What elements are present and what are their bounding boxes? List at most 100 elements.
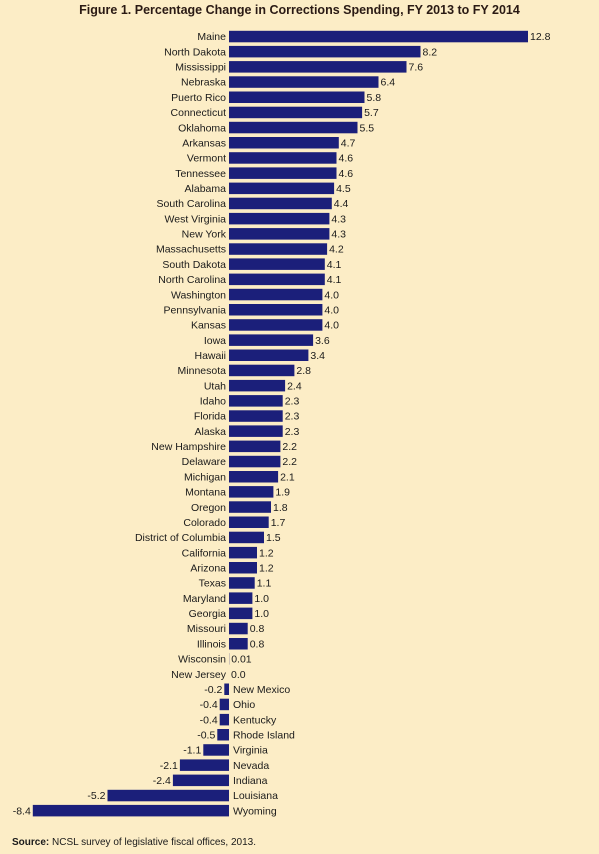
- category-label: Oregon: [191, 502, 226, 514]
- category-label: Illinois: [197, 638, 226, 650]
- value-label: -1.1: [183, 745, 201, 757]
- category-label: California: [182, 547, 227, 559]
- bar-hawaii: [229, 349, 309, 361]
- bar-north-carolina: [229, 273, 325, 286]
- bar-maine: [229, 30, 528, 43]
- value-label: -5.2: [87, 790, 105, 802]
- value-label: 2.8: [296, 365, 311, 377]
- category-label: New York: [182, 229, 227, 241]
- value-label: 4.5: [336, 183, 351, 195]
- value-label: -0.4: [200, 699, 218, 711]
- category-label: South Dakota: [162, 259, 226, 271]
- category-label: Oklahoma: [178, 122, 226, 134]
- category-label: Wisconsin: [178, 654, 226, 666]
- bar-delaware: [229, 455, 281, 468]
- value-label: -2.1: [160, 760, 178, 772]
- value-label: 0.01: [231, 654, 252, 666]
- category-label: Missouri: [187, 623, 226, 635]
- value-label: 2.2: [282, 441, 297, 453]
- value-label: 4.3: [331, 213, 346, 225]
- category-label: Maine: [197, 31, 226, 43]
- value-label: 12.8: [530, 31, 551, 43]
- value-label: 4.0: [324, 320, 339, 332]
- category-label: New Mexico: [233, 684, 290, 696]
- bar-washington: [229, 288, 323, 301]
- value-label: 1.2: [259, 563, 274, 575]
- value-label: 1.7: [271, 517, 286, 529]
- value-label: 2.3: [285, 411, 300, 423]
- category-label: Mississippi: [175, 62, 226, 74]
- bar-oklahoma: [229, 121, 358, 134]
- bar-nevada: [179, 759, 229, 771]
- category-label: Georgia: [189, 608, 227, 620]
- category-label: North Carolina: [158, 274, 226, 286]
- bar-new-hampshire: [229, 440, 281, 453]
- value-label: 4.0: [324, 304, 339, 316]
- bar-idaho: [229, 395, 283, 407]
- value-label: 4.1: [327, 259, 342, 271]
- bar-ohio: [219, 698, 229, 711]
- value-label: -8.4: [13, 805, 31, 817]
- category-label: Idaho: [200, 396, 226, 408]
- value-label: 4.2: [329, 244, 344, 256]
- category-label: Rhode Island: [233, 730, 295, 742]
- value-label: 0.8: [250, 623, 265, 635]
- category-label: Vermont: [187, 153, 226, 165]
- category-label: North Dakota: [164, 46, 226, 58]
- bar-new-mexico: [224, 683, 229, 695]
- category-label: South Carolina: [157, 198, 227, 210]
- value-label: -0.5: [197, 730, 215, 742]
- category-label: Arkansas: [182, 138, 226, 150]
- bar-iowa: [229, 334, 314, 346]
- value-label: 4.7: [341, 138, 356, 150]
- value-label: 5.7: [364, 107, 379, 119]
- bar-texas: [229, 577, 255, 589]
- value-label: -2.4: [153, 775, 171, 787]
- bar-louisiana: [107, 789, 229, 802]
- bar-new-york: [229, 228, 330, 240]
- value-label: 4.3: [331, 229, 346, 241]
- value-label: 1.5: [266, 532, 281, 544]
- source-label: Source:: [12, 837, 50, 848]
- value-label: 2.3: [285, 426, 300, 438]
- category-label: West Virginia: [165, 213, 227, 225]
- category-label: Michigan: [184, 471, 226, 483]
- category-label: Kansas: [191, 320, 226, 332]
- bar-south-carolina: [229, 197, 332, 210]
- category-label: Maryland: [183, 593, 226, 605]
- value-label: -0.4: [200, 714, 218, 726]
- bar-alabama: [229, 182, 335, 195]
- bar-south-dakota: [229, 258, 325, 270]
- value-label: 4.6: [339, 153, 354, 165]
- category-label: Florida: [194, 411, 226, 423]
- bar-massachusetts: [229, 243, 328, 255]
- category-label: Louisiana: [233, 790, 278, 802]
- category-label: Washington: [171, 289, 226, 301]
- bar-mississippi: [229, 61, 407, 73]
- bar-maryland: [229, 592, 253, 604]
- bar-nebraska: [229, 76, 379, 88]
- source-note: Source: NCSL survey of legislative fisca…: [12, 837, 256, 848]
- bar-rhode-island: [217, 729, 229, 741]
- value-label: 1.1: [257, 578, 272, 590]
- bar-north-dakota: [229, 45, 421, 58]
- bar-arkansas: [229, 137, 339, 149]
- value-label: 4.4: [334, 198, 349, 210]
- value-label: 7.6: [409, 62, 424, 74]
- bar-montana: [229, 486, 274, 498]
- value-label: 6.4: [381, 77, 396, 89]
- value-label: 1.0: [254, 608, 269, 620]
- bar-georgia: [229, 607, 253, 620]
- value-label: 1.9: [275, 487, 290, 499]
- value-label: 4.1: [327, 274, 342, 286]
- bar-arizona: [229, 562, 257, 574]
- category-label: Nevada: [233, 760, 269, 772]
- bar-district-of-columbia: [229, 531, 264, 544]
- value-label: 4.0: [324, 289, 339, 301]
- value-label: 1.8: [273, 502, 288, 514]
- category-label: Nebraska: [181, 77, 226, 89]
- value-label: 3.4: [310, 350, 325, 362]
- bar-colorado: [229, 516, 269, 528]
- bar-vermont: [229, 152, 337, 164]
